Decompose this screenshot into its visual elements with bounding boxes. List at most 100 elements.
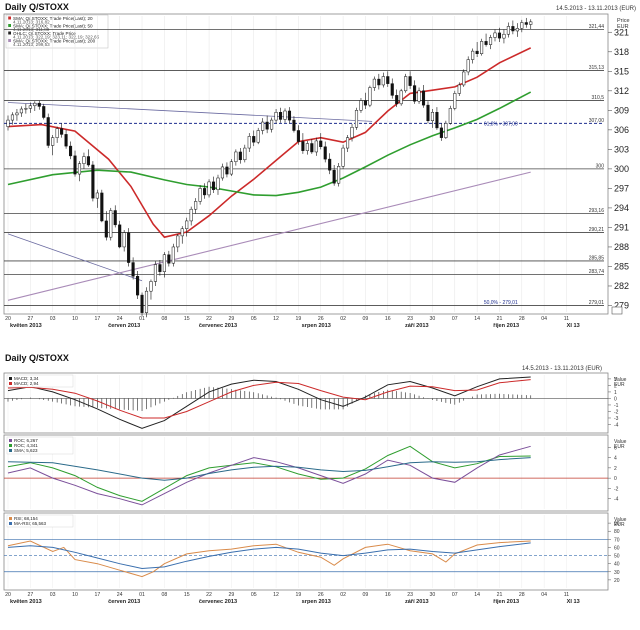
- roc-legend-text: SMA; 5,623: [14, 448, 38, 453]
- sma-line: [7, 91, 532, 197]
- rsi-y-tick-label: 80: [614, 529, 620, 535]
- candle-body: [51, 137, 55, 146]
- candle-body: [430, 112, 435, 121]
- rsi-series-line: [7, 540, 531, 578]
- main-x-date-label: 12: [273, 316, 279, 322]
- main-x-date-label: 29: [229, 316, 235, 322]
- candle-body: [296, 130, 300, 142]
- rsi-panel-border: [3, 512, 609, 591]
- roc-y-tick-label: 0: [614, 476, 617, 482]
- candle-body: [377, 78, 381, 86]
- level-label: 283,74: [589, 269, 605, 275]
- lower-x-month-label: XI 13: [567, 599, 580, 605]
- y-tick-label: 291: [614, 222, 629, 232]
- candle-body: [319, 140, 323, 148]
- candle-body: [475, 50, 479, 54]
- legend-value: 4.11.2013; 299,53: [13, 42, 50, 47]
- main-x-date-label: 20: [5, 316, 11, 322]
- candle-body: [86, 156, 90, 166]
- candle-body: [127, 232, 131, 263]
- candle-body: [144, 290, 149, 313]
- candle-body: [131, 262, 135, 277]
- rsi-unit-value: Value: [614, 517, 627, 523]
- macd-series-line: [7, 379, 531, 419]
- candle-body: [216, 177, 220, 190]
- y-tick-label: 321: [614, 27, 629, 37]
- lower-x-month-label: říjen 2013: [493, 599, 519, 605]
- candle-body: [225, 166, 229, 175]
- main-x-date-label: 02: [340, 316, 346, 322]
- main-x-date-label: 21: [497, 316, 503, 322]
- candle-body: [55, 128, 59, 138]
- sma-line: [7, 171, 531, 301]
- main-x-date-label: 26: [318, 316, 324, 322]
- macd-panel-border: [3, 372, 609, 434]
- roc-unit-eur: EUR: [614, 444, 625, 450]
- lower-x-date-label: 09: [363, 592, 369, 598]
- level-label: 300: [596, 163, 605, 169]
- price-unit-label: Price: [617, 18, 630, 24]
- candle-body: [171, 246, 175, 264]
- macd-legend-box: [6, 374, 74, 388]
- candle-body: [328, 158, 332, 171]
- macd-series-line: [7, 376, 531, 429]
- candle-body: [471, 50, 475, 60]
- main-x-date-label: 03: [50, 316, 56, 322]
- lower-x-date-label: 14: [474, 592, 480, 598]
- rsi-legend-swatch: [9, 517, 12, 520]
- main-x-date-label: 10: [72, 316, 78, 322]
- legend-text: OHLC; Q/.STOXX; Trade Price: [13, 31, 76, 36]
- candle-body: [457, 84, 461, 94]
- candle-body: [408, 76, 412, 86]
- candle-body: [19, 108, 23, 114]
- candle-body: [314, 140, 318, 153]
- candle-body: [140, 294, 144, 313]
- candle-body: [194, 201, 198, 210]
- macd-unit-value: Value: [614, 377, 627, 383]
- candle-body: [341, 147, 345, 167]
- main-x-date-label: 08: [161, 316, 167, 322]
- main-panel-border: [3, 13, 609, 315]
- roc-legend-swatch: [9, 449, 12, 452]
- candle-body: [153, 264, 157, 282]
- y-tick-label: 303: [614, 144, 629, 154]
- y-tick-label: 318: [614, 47, 629, 57]
- macd-legend-text: MACD; 3,34: [14, 376, 39, 381]
- rsi-unit-eur: EUR: [614, 522, 625, 528]
- legend-text: SMA; Q/.STOXX; Trade Price(Last); 20: [13, 16, 93, 21]
- roc-y-tick-label: 2: [614, 466, 617, 472]
- candle-body: [323, 146, 327, 160]
- candle-body: [332, 169, 336, 184]
- candle-body: [417, 90, 421, 102]
- lower-x-date-label: 24: [117, 592, 123, 598]
- level-label: 279,01: [589, 300, 605, 306]
- main-x-month-label: červen 2013: [108, 323, 140, 329]
- candle-body: [462, 71, 466, 86]
- candle-body: [28, 105, 32, 109]
- candle-body: [109, 210, 113, 238]
- candle-body: [136, 275, 140, 296]
- roc-y-tick-label: -4: [614, 497, 619, 503]
- y-tick-label: 300: [614, 164, 629, 174]
- macd-legend-swatch: [9, 382, 12, 385]
- candle-body: [162, 254, 166, 272]
- legend-swatch: [8, 24, 11, 27]
- macd-legend-swatch: [9, 377, 12, 380]
- candle-body: [122, 232, 126, 248]
- legend-text: SMA; Q/.STOXX; Trade Price(Last); 200: [13, 39, 96, 44]
- level-label: 293,16: [589, 208, 605, 214]
- main-x-date-label: 01: [139, 316, 145, 322]
- candle-body: [399, 90, 403, 105]
- candle-body: [10, 114, 15, 121]
- legend-text: SMA; Q/.STOXX; Trade Price(Last); 50: [13, 24, 93, 29]
- candle-body: [439, 127, 443, 138]
- candle-body: [453, 93, 457, 109]
- macd-legend-text: MACD; 2,94: [14, 381, 39, 386]
- candle-body: [368, 87, 372, 106]
- candle-body: [113, 210, 117, 226]
- candle-body: [524, 22, 528, 25]
- macd-y-tick-label: 0: [614, 396, 617, 402]
- legend-swatch: [8, 39, 11, 42]
- rsi-y-tick-label: 70: [614, 537, 620, 543]
